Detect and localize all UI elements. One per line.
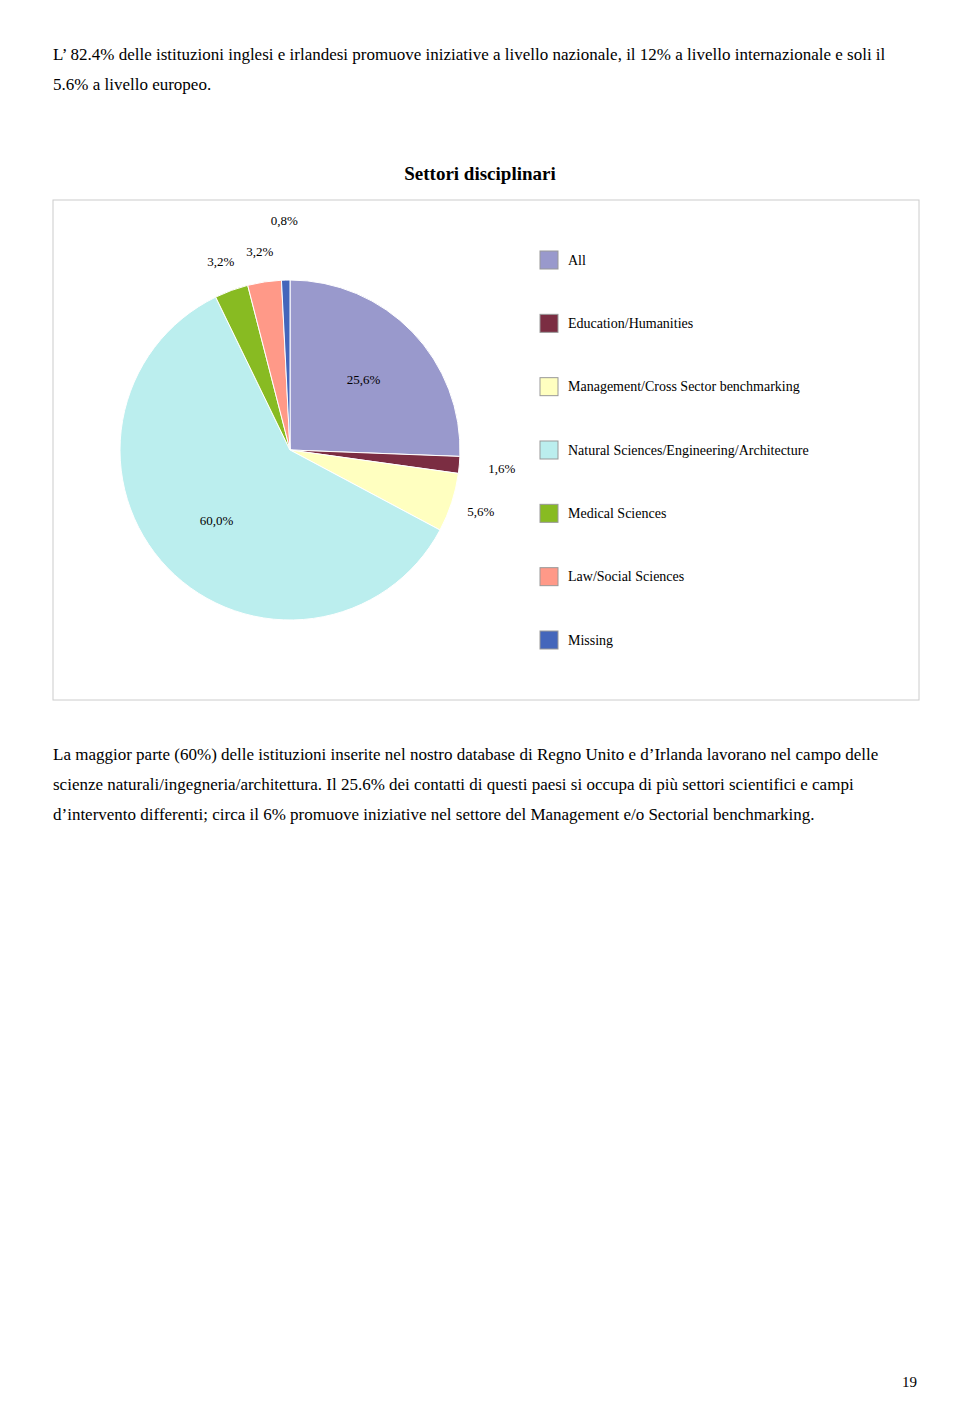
data-label: 1,6%: [488, 461, 515, 476]
body-text: La maggior parte (60%) delle istituzioni…: [53, 740, 917, 829]
legend-swatch: [540, 631, 558, 649]
legend-label: All: [568, 253, 586, 268]
legend-swatch: [540, 504, 558, 522]
legend-item: Law/Social Sciences: [540, 568, 684, 586]
data-label: 60,0%: [200, 513, 234, 528]
legend-item: Education/Humanities: [540, 314, 693, 332]
chart: Settori disciplinari 25,6% 1,6% 5,6% 60,0% 3,…: [0, 150, 960, 710]
legend-swatch: [540, 251, 558, 269]
chart-frame: [53, 200, 919, 700]
legend: All Education/Humanities Management/Cross …: [540, 251, 809, 649]
legend-swatch: [540, 314, 558, 332]
pie-slice: [281, 280, 290, 450]
legend-label: Medical Sciences: [568, 506, 666, 521]
legend-item: Missing: [540, 631, 613, 649]
chart-title: Settori disciplinari: [404, 163, 555, 184]
legend-label: Missing: [568, 633, 613, 648]
legend-label: Education/Humanities: [568, 316, 693, 331]
data-label: 5,6%: [467, 504, 494, 519]
legend-label: Management/Cross Sector benchmarking: [568, 379, 800, 394]
data-label: 3,2%: [246, 244, 273, 259]
legend-swatch: [540, 441, 558, 459]
legend-label: Natural Sciences/Engineering/Architectur…: [568, 443, 809, 458]
legend-item: Natural Sciences/Engineering/Architectur…: [540, 441, 809, 459]
data-label: 25,6%: [347, 372, 381, 387]
header-text: L’ 82.4% delle istituzioni inglesi e irl…: [53, 40, 917, 100]
pie-slice: [290, 280, 460, 456]
legend-swatch: [540, 378, 558, 396]
legend-item: Management/Cross Sector benchmarking: [540, 378, 800, 396]
pie: 25,6% 1,6% 5,6% 60,0% 3,2% 3,2% 0,8%: [120, 213, 515, 620]
pie-slice: [248, 280, 290, 450]
legend-swatch: [540, 568, 558, 586]
legend-item: Medical Sciences: [540, 504, 666, 522]
page-number: 19: [902, 1374, 917, 1391]
legend-item: All: [540, 251, 586, 269]
data-label: 0,8%: [271, 213, 298, 228]
legend-label: Law/Social Sciences: [568, 569, 684, 584]
data-label: 3,2%: [207, 254, 234, 269]
